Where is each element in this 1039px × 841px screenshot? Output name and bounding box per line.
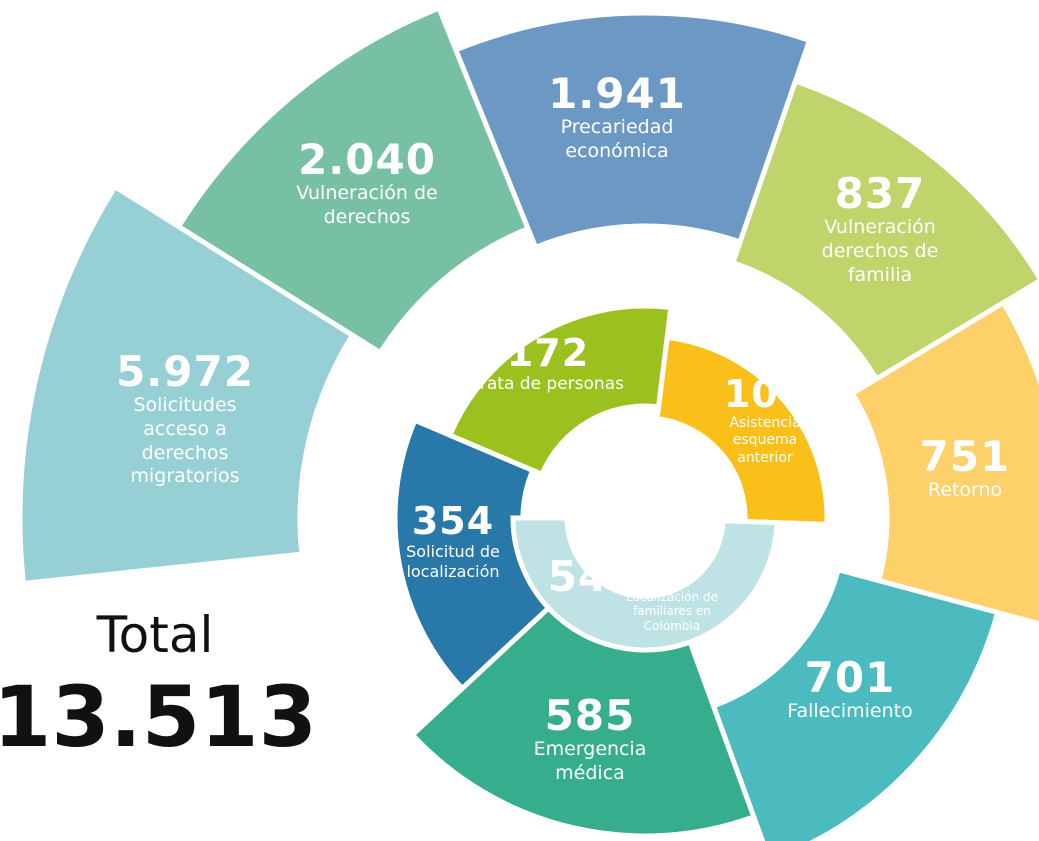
segment-category: Solicitudes acceso a derechos migratorio… [130,394,240,488]
segment [452,10,813,251]
segment-value: 585 [544,691,636,740]
total-value: 13.513 [0,668,318,766]
total-title: Total [96,606,214,664]
segment-category: Solicitud de localización [406,541,500,581]
segment [729,77,1039,383]
segment-label: 2.040 Vulneración de derechos [292,135,442,230]
segment [175,4,532,357]
segment-category: Trata de personas [472,373,624,394]
segment [510,515,780,653]
segment [446,303,674,478]
segment-category: Vulneración derechos de familia [821,216,939,286]
segment-category: Fallecimiento [787,700,913,723]
segment-category: Vulneración de derechos [296,182,438,228]
segment-label: 354 Solicitud de localización [391,499,516,582]
segment [654,334,830,527]
segment-value: 1.941 [548,69,686,118]
segment-value: 2.040 [298,135,436,184]
segment-value: 54 [547,552,609,601]
segment-value: 172 [506,331,590,375]
segment-value: 354 [411,499,495,543]
segment-label: 1.941 Precariedad económica [532,69,702,164]
segment-value: 837 [834,169,926,218]
segment-label: 106 Asistencia esquema anterior [715,372,815,467]
segment-value: 5.972 [116,347,254,396]
segment-label: 701 Fallecimiento [765,653,935,724]
segment-value: 701 [804,653,896,702]
segment-label: 172 Trata de personas [453,331,643,395]
segment [710,566,1001,841]
segment-label: 5.972 Solicitudes acceso a derechos migra… [110,347,260,489]
segment-category: Retorno [927,479,1003,502]
segment-value: 751 [919,432,1011,481]
segment-category: Emergencia médica [533,738,647,784]
segment-label: 585 Emergencia médica [515,691,665,786]
segment-category: Precariedad económica [560,116,674,162]
segment [849,299,1039,627]
segment-category: Asistencia esquema anterior [729,414,801,466]
segment-value: 106 [723,372,807,416]
segment-label: 751 Retorno [905,432,1025,503]
segment-category: Localización de familiares en Colombia [626,590,718,633]
segment-label: 837 Vulneración derechos de familia [810,169,950,287]
